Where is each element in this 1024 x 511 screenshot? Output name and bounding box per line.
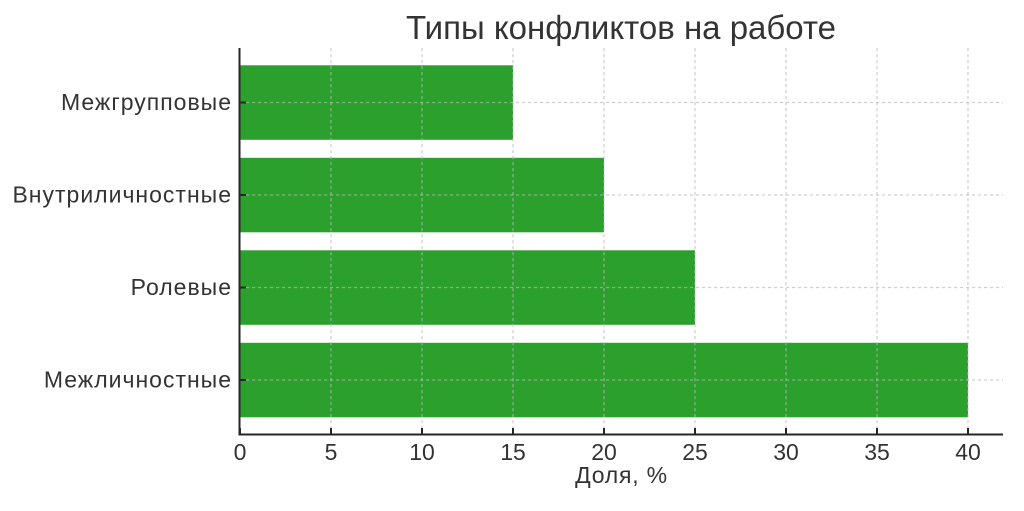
svg-text:Внутриличностные: Внутриличностные bbox=[12, 182, 232, 208]
svg-text:25: 25 bbox=[682, 439, 708, 465]
svg-text:20: 20 bbox=[591, 439, 617, 465]
svg-text:15: 15 bbox=[500, 439, 526, 465]
svg-text:Доля, %: Доля, % bbox=[575, 462, 668, 488]
svg-text:10: 10 bbox=[409, 439, 435, 465]
svg-text:Межличностные: Межличностные bbox=[44, 367, 232, 393]
svg-text:0: 0 bbox=[234, 439, 247, 465]
svg-text:35: 35 bbox=[864, 439, 890, 465]
svg-text:Межгрупповые: Межгрупповые bbox=[61, 89, 232, 115]
svg-text:Типы конфликтов на работе: Типы конфликтов на работе bbox=[406, 9, 836, 46]
svg-text:5: 5 bbox=[325, 439, 338, 465]
svg-text:30: 30 bbox=[773, 439, 799, 465]
svg-text:40: 40 bbox=[955, 439, 981, 465]
svg-text:Ролевые: Ролевые bbox=[131, 274, 232, 300]
